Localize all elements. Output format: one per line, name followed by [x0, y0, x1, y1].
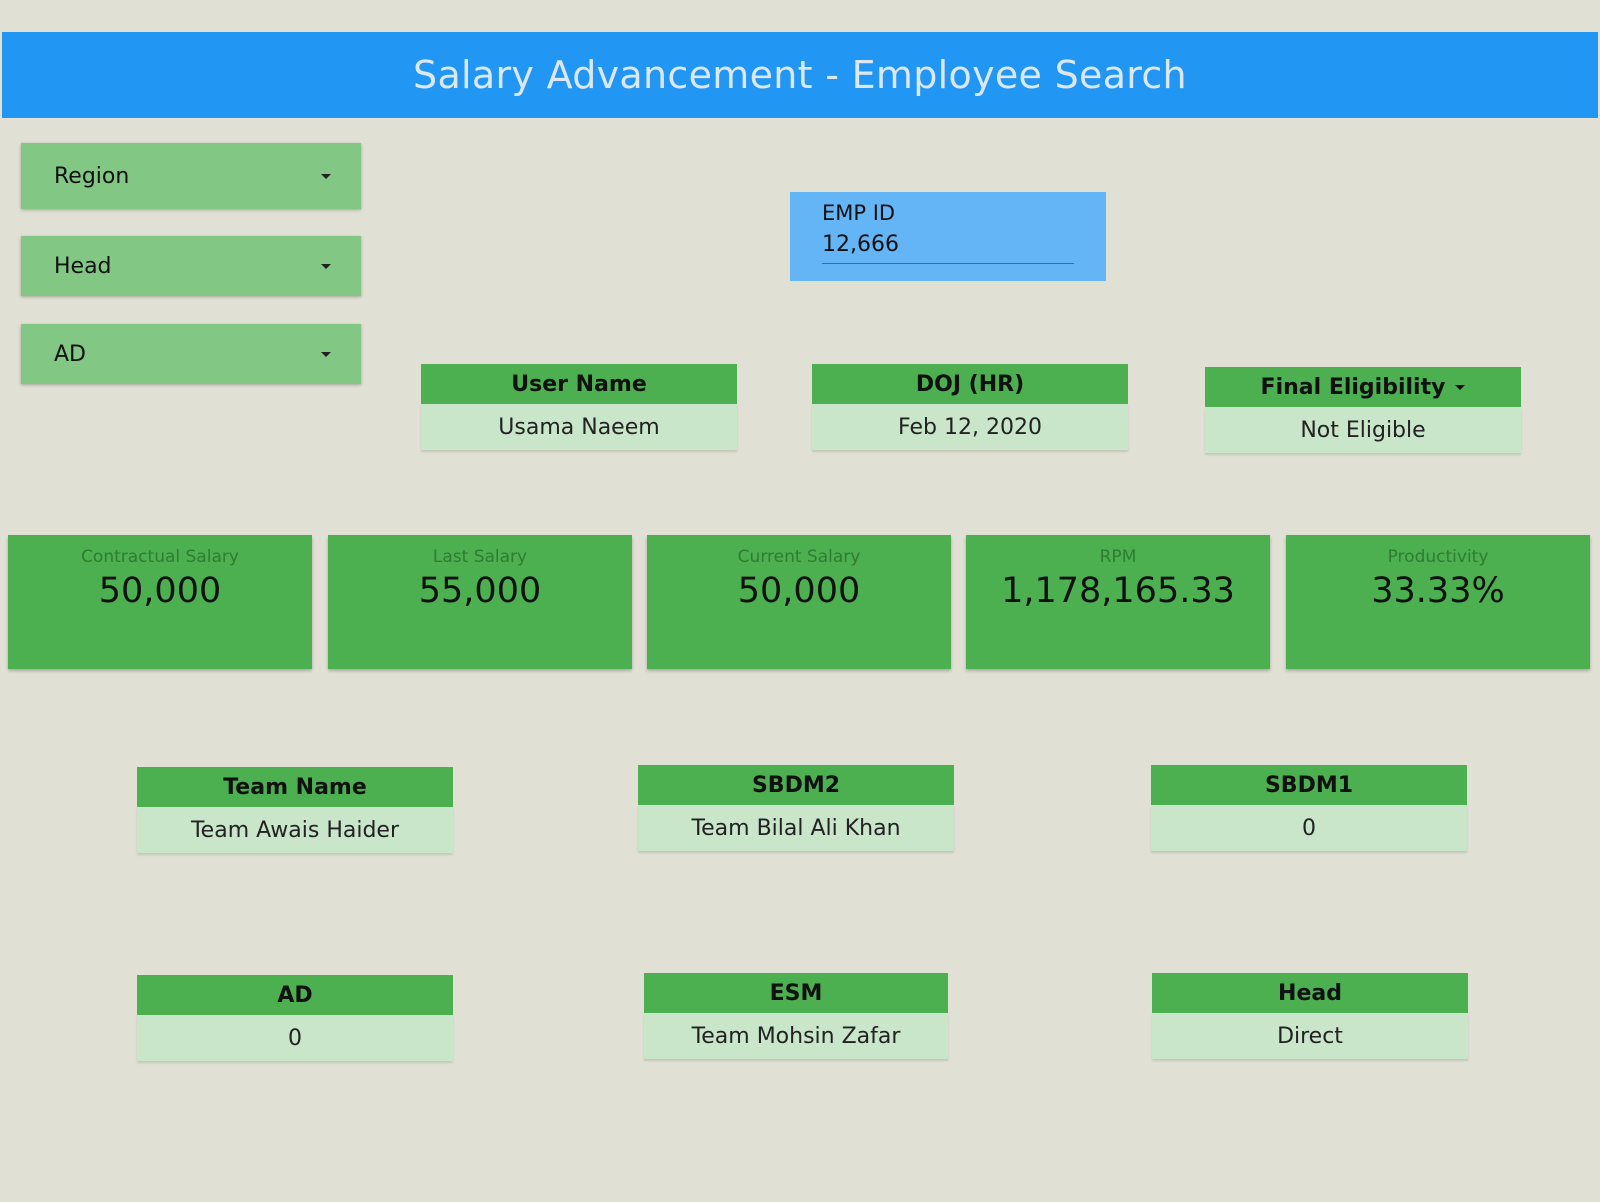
sbdm1-card: SBDM1 0: [1151, 765, 1467, 851]
ad-dropdown[interactable]: AD: [21, 324, 361, 384]
metric-value: 55,000: [418, 571, 542, 611]
sbdm2-value: Team Bilal Ali Khan: [638, 805, 954, 851]
metric-value: 50,000: [737, 571, 861, 611]
sbdm1-value: 0: [1151, 805, 1467, 851]
sbdm2-card: SBDM2 Team Bilal Ali Khan: [638, 765, 954, 851]
head-value: Direct: [1152, 1013, 1468, 1059]
final-eligibility-label: Final Eligibility: [1260, 374, 1446, 400]
emp-id-box: EMP ID: [790, 192, 1106, 281]
doj-card: DOJ (HR) Feb 12, 2020: [812, 364, 1128, 450]
team-name-value: Team Awais Haider: [137, 807, 453, 853]
ad-dropdown-label: AD: [54, 341, 86, 367]
final-eligibility-card: Final Eligibility Not Eligible: [1205, 367, 1521, 453]
metric-label: Current Salary: [737, 547, 861, 567]
user-name-card: User Name Usama Naeem: [421, 364, 737, 450]
region-dropdown-label: Region: [54, 163, 130, 189]
final-eligibility-header[interactable]: Final Eligibility: [1205, 367, 1521, 407]
user-name-value: Usama Naeem: [421, 404, 737, 450]
chevron-down-icon: [321, 173, 331, 179]
esm-card: ESM Team Mohsin Zafar: [644, 973, 948, 1059]
last-salary-tile: Last Salary 55,000: [328, 535, 632, 669]
user-name-header: User Name: [421, 364, 737, 404]
esm-value: Team Mohsin Zafar: [644, 1013, 948, 1059]
chevron-down-icon: [321, 351, 331, 357]
metric-label: Last Salary: [432, 547, 528, 567]
chevron-down-icon: [321, 263, 331, 269]
doj-header: DOJ (HR): [812, 364, 1128, 404]
metric-label: Productivity: [1387, 547, 1489, 567]
chevron-down-icon: [1455, 384, 1466, 390]
ad-value: 0: [137, 1015, 453, 1061]
page-header: Salary Advancement - Employee Search: [2, 32, 1598, 118]
metric-label: Contractual Salary: [81, 547, 239, 567]
esm-header: ESM: [644, 973, 948, 1013]
head-dropdown-label: Head: [54, 253, 112, 279]
ad-header: AD: [137, 975, 453, 1015]
contractual-salary-tile: Contractual Salary 50,000: [8, 535, 312, 669]
metric-value: 33.33%: [1371, 571, 1505, 611]
final-eligibility-value: Not Eligible: [1205, 407, 1521, 453]
sbdm2-header: SBDM2: [638, 765, 954, 805]
sbdm1-header: SBDM1: [1151, 765, 1467, 805]
productivity-tile: Productivity 33.33%: [1286, 535, 1590, 669]
head-card: Head Direct: [1152, 973, 1468, 1059]
rpm-tile: RPM 1,178,165.33: [966, 535, 1270, 669]
current-salary-tile: Current Salary 50,000: [647, 535, 951, 669]
head-header: Head: [1152, 973, 1468, 1013]
doj-value: Feb 12, 2020: [812, 404, 1128, 450]
ad-card: AD 0: [137, 975, 453, 1061]
page-title: Salary Advancement - Employee Search: [413, 53, 1187, 97]
region-dropdown[interactable]: Region: [21, 143, 361, 209]
emp-id-input[interactable]: [822, 230, 1074, 264]
metric-value: 50,000: [98, 571, 222, 611]
metric-label: RPM: [1099, 547, 1137, 567]
emp-id-label: EMP ID: [822, 201, 896, 225]
team-name-header: Team Name: [137, 767, 453, 807]
head-dropdown[interactable]: Head: [21, 236, 361, 296]
metric-value: 1,178,165.33: [1001, 571, 1235, 611]
team-name-card: Team Name Team Awais Haider: [137, 767, 453, 853]
